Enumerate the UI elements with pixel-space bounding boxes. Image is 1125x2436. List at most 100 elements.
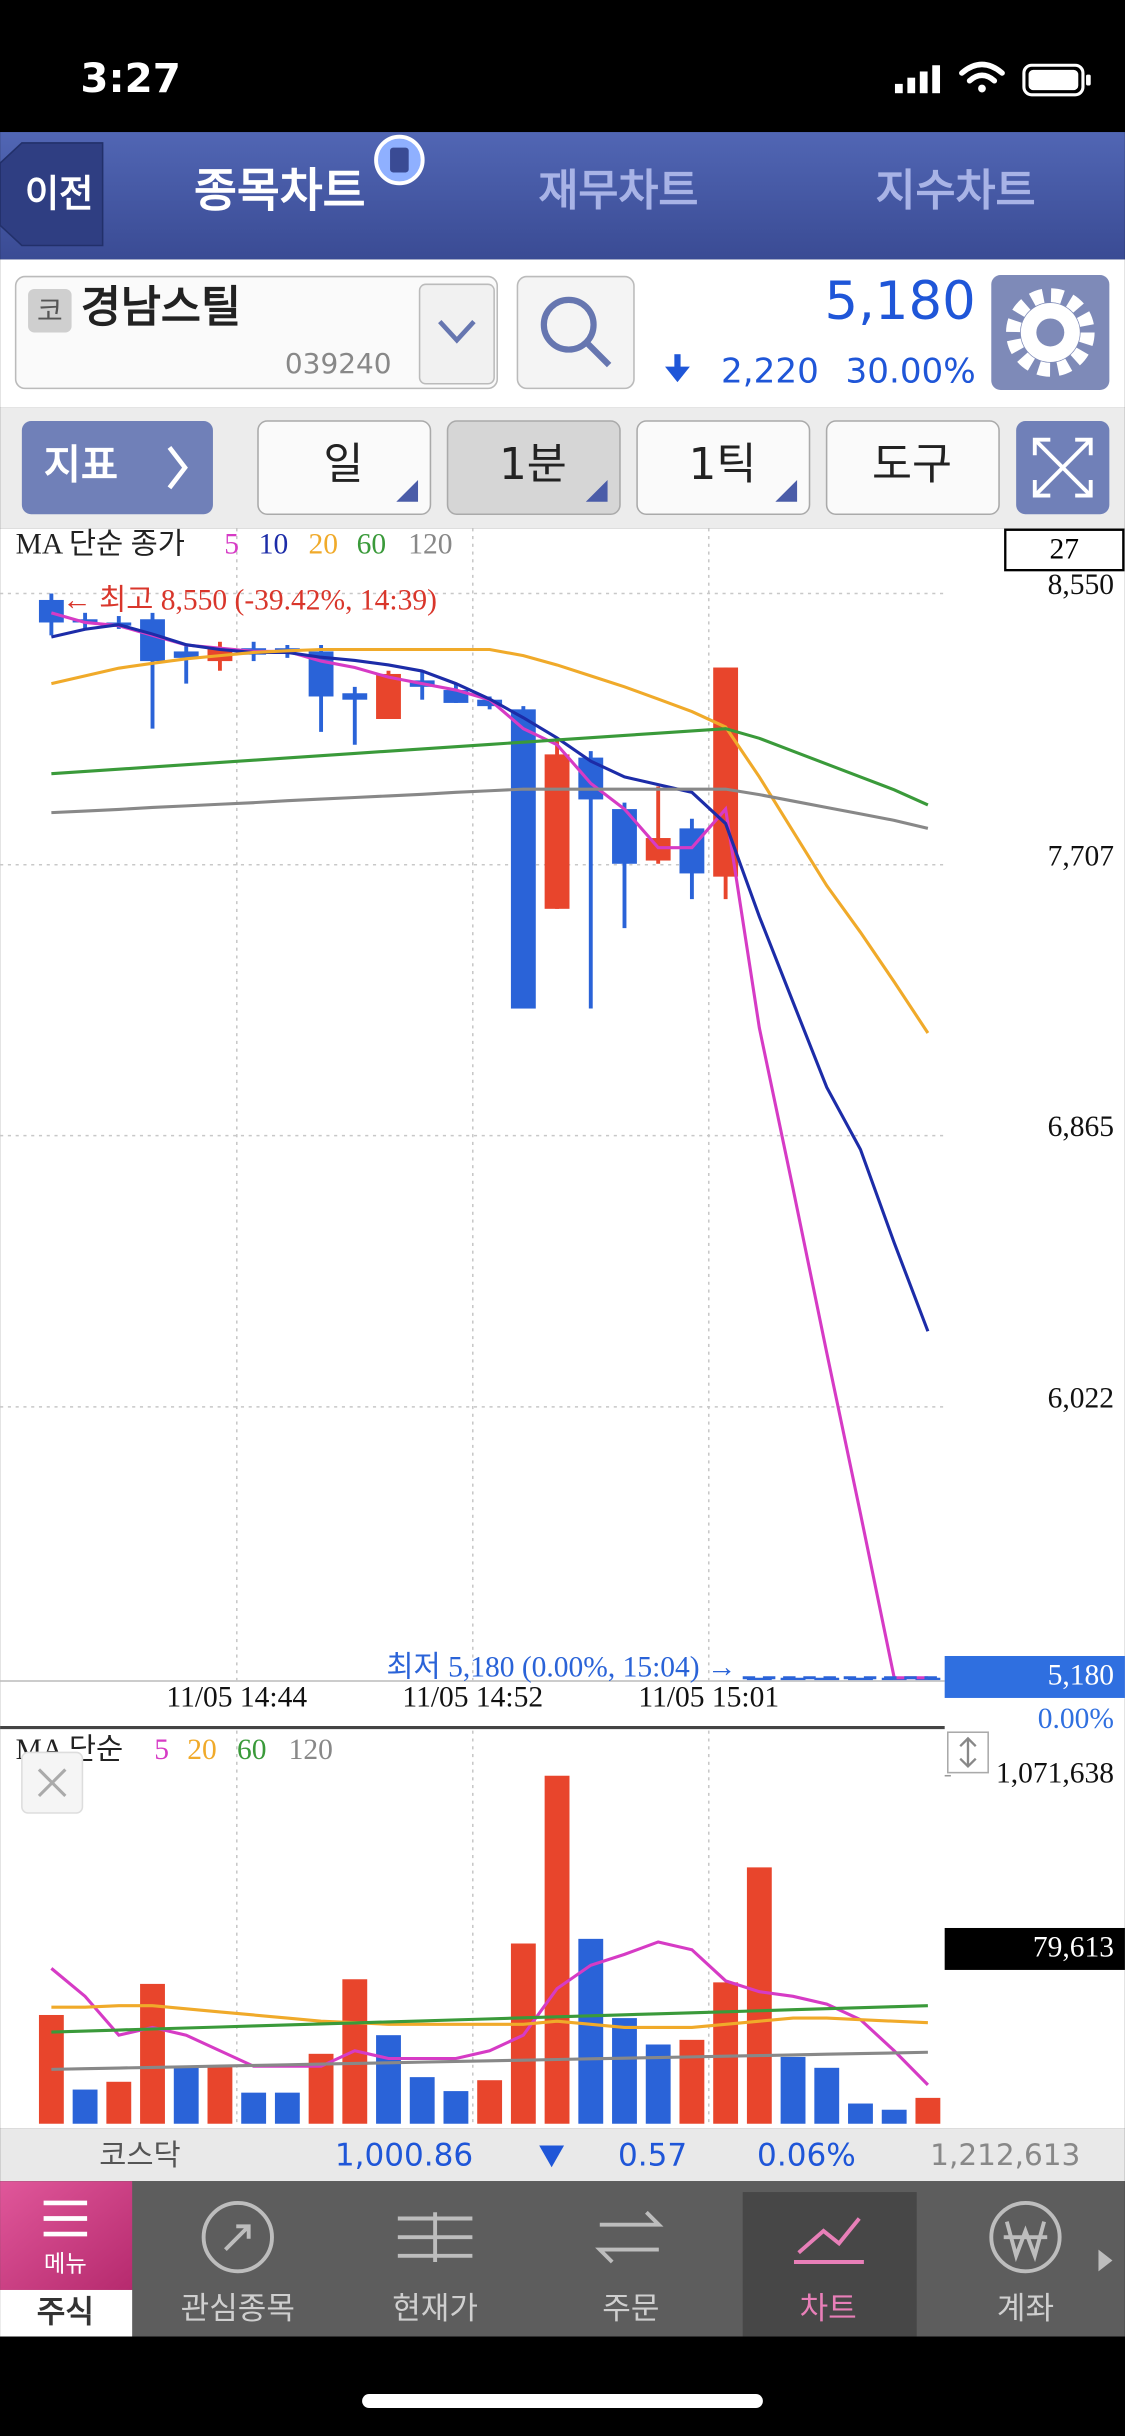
stock-selector[interactable]	[14, 275, 499, 390]
home-indicator	[362, 2394, 763, 2409]
signal-icon	[894, 65, 941, 94]
tab[interactable]: 종목차트	[194, 164, 365, 218]
y-tick-label: 7,707	[1048, 840, 1114, 872]
expand-icon	[1032, 437, 1093, 498]
toolbar-button-label[interactable]: 일	[323, 440, 363, 490]
candle-count: 27	[1050, 533, 1080, 565]
ma-line	[51, 623, 930, 1332]
clock: 3:27	[80, 55, 180, 102]
volume-bar	[376, 2035, 401, 2124]
candle-body	[848, 1677, 873, 1681]
tab[interactable]: 재무차트	[538, 167, 698, 217]
nav-icons	[201, 2201, 1062, 2274]
gear-icon	[1006, 288, 1095, 377]
menu-icon	[43, 2200, 88, 2237]
ma-line	[51, 727, 929, 807]
volume-bar	[544, 1775, 570, 2124]
nav-item[interactable]: 관심종목	[181, 2291, 295, 2327]
index-change: 0.57	[618, 2137, 687, 2173]
nav-item[interactable]: 주문	[602, 2291, 659, 2327]
ma-line	[51, 2004, 928, 2034]
toolbar-button[interactable]	[825, 420, 1000, 516]
last-volume-label: 79,613	[1033, 1931, 1114, 1963]
volume-bar	[106, 2081, 132, 2124]
back-label[interactable]: 이전	[25, 171, 94, 215]
close-button[interactable]	[21, 1751, 84, 1814]
legend-entry: 120	[408, 529, 452, 561]
toolbar-button-label[interactable]: 1분	[499, 440, 567, 490]
down-arrow	[665, 354, 690, 383]
tab[interactable]: 지수차트	[876, 167, 1036, 217]
nav-item[interactable]: 계좌	[997, 2291, 1054, 2327]
indicator-label[interactable]: 지표	[44, 442, 118, 489]
legend-entry: 10	[259, 529, 289, 561]
change-rate: 30.00%	[846, 351, 976, 391]
ma-line	[51, 787, 929, 830]
volume-bar	[713, 1982, 739, 2124]
home-area	[0, 2336, 1125, 2436]
dropdown-triangle	[585, 480, 608, 502]
legend-entry: 5	[224, 529, 239, 561]
y-tick-label: 6,022	[1048, 1382, 1114, 1414]
volume-bar	[72, 2089, 98, 2124]
stock-name[interactable]: 경남스틸	[81, 283, 241, 333]
market-badge-label: 코	[37, 294, 63, 327]
market-badge	[28, 288, 72, 333]
volume-bar	[848, 2103, 873, 2124]
scale-toggle[interactable]	[947, 1731, 989, 1774]
section-label[interactable]: 주식	[37, 2294, 94, 2330]
index-down-arrow	[539, 2145, 565, 2168]
toolbar-button[interactable]	[446, 420, 621, 516]
section-tab[interactable]	[0, 2289, 133, 2337]
count-box	[1004, 528, 1125, 572]
index-rate: 0.06%	[757, 2137, 856, 2173]
dropdown-triangle	[396, 480, 419, 502]
x-tick-label: 11/05 14:52	[402, 1681, 543, 1713]
current-price-box	[944, 1655, 1125, 1698]
current-price: 5,180	[825, 271, 976, 332]
toolbar-button[interactable]	[257, 420, 432, 516]
candle-body	[713, 667, 739, 877]
battery-icon	[1022, 63, 1091, 97]
legend-entry: 5	[154, 1734, 169, 1766]
y-tick-label: 8,550	[1048, 569, 1114, 601]
toolbar-button-label[interactable]: 도구	[872, 440, 952, 490]
dropdown-button[interactable]	[418, 283, 495, 385]
nav-item[interactable]: 현재가	[392, 2291, 478, 2327]
volume-bar	[241, 2092, 267, 2124]
volume-bar	[207, 2066, 233, 2124]
candle-body	[173, 651, 199, 658]
index-bar	[0, 2128, 1125, 2182]
refresh-icon[interactable]	[374, 134, 425, 186]
last-volume-box	[944, 1927, 1125, 1970]
ma-line	[50, 1940, 930, 2086]
volume-bar	[409, 2077, 435, 2124]
wifi-icon	[959, 61, 1005, 93]
more-arrow[interactable]	[1098, 2249, 1113, 2272]
volume-bar	[679, 2039, 705, 2124]
indicator-button[interactable]	[21, 421, 213, 515]
current-rate-label: 0.00%	[1038, 1703, 1114, 1735]
selected-tab	[742, 2192, 917, 2337]
menu-label[interactable]: 메뉴	[44, 2251, 87, 2278]
candle-body	[376, 673, 401, 719]
legend-title: MA 단순 종가	[16, 529, 185, 561]
toolbar-button[interactable]	[636, 420, 811, 516]
tab-bar	[0, 132, 1125, 260]
volume-bar	[915, 2097, 941, 2124]
annotation: ← 최고 8,550 (-39.42%, 14:39)	[62, 585, 437, 617]
toolbar-button-label[interactable]: 1틱	[689, 440, 757, 490]
price-change: 2,220	[721, 351, 819, 391]
volume-bar	[612, 2018, 637, 2124]
legend-entry: 60	[237, 1734, 267, 1766]
candle-body	[645, 838, 671, 861]
nav-item[interactable]: 차트	[800, 2291, 857, 2327]
legend-entry: 20	[309, 529, 339, 561]
ma-line	[51, 2050, 928, 2071]
volume-bar	[173, 2066, 199, 2124]
search-button[interactable]	[516, 275, 635, 390]
volume-bar	[881, 2109, 907, 2124]
back-button[interactable]	[0, 142, 104, 247]
